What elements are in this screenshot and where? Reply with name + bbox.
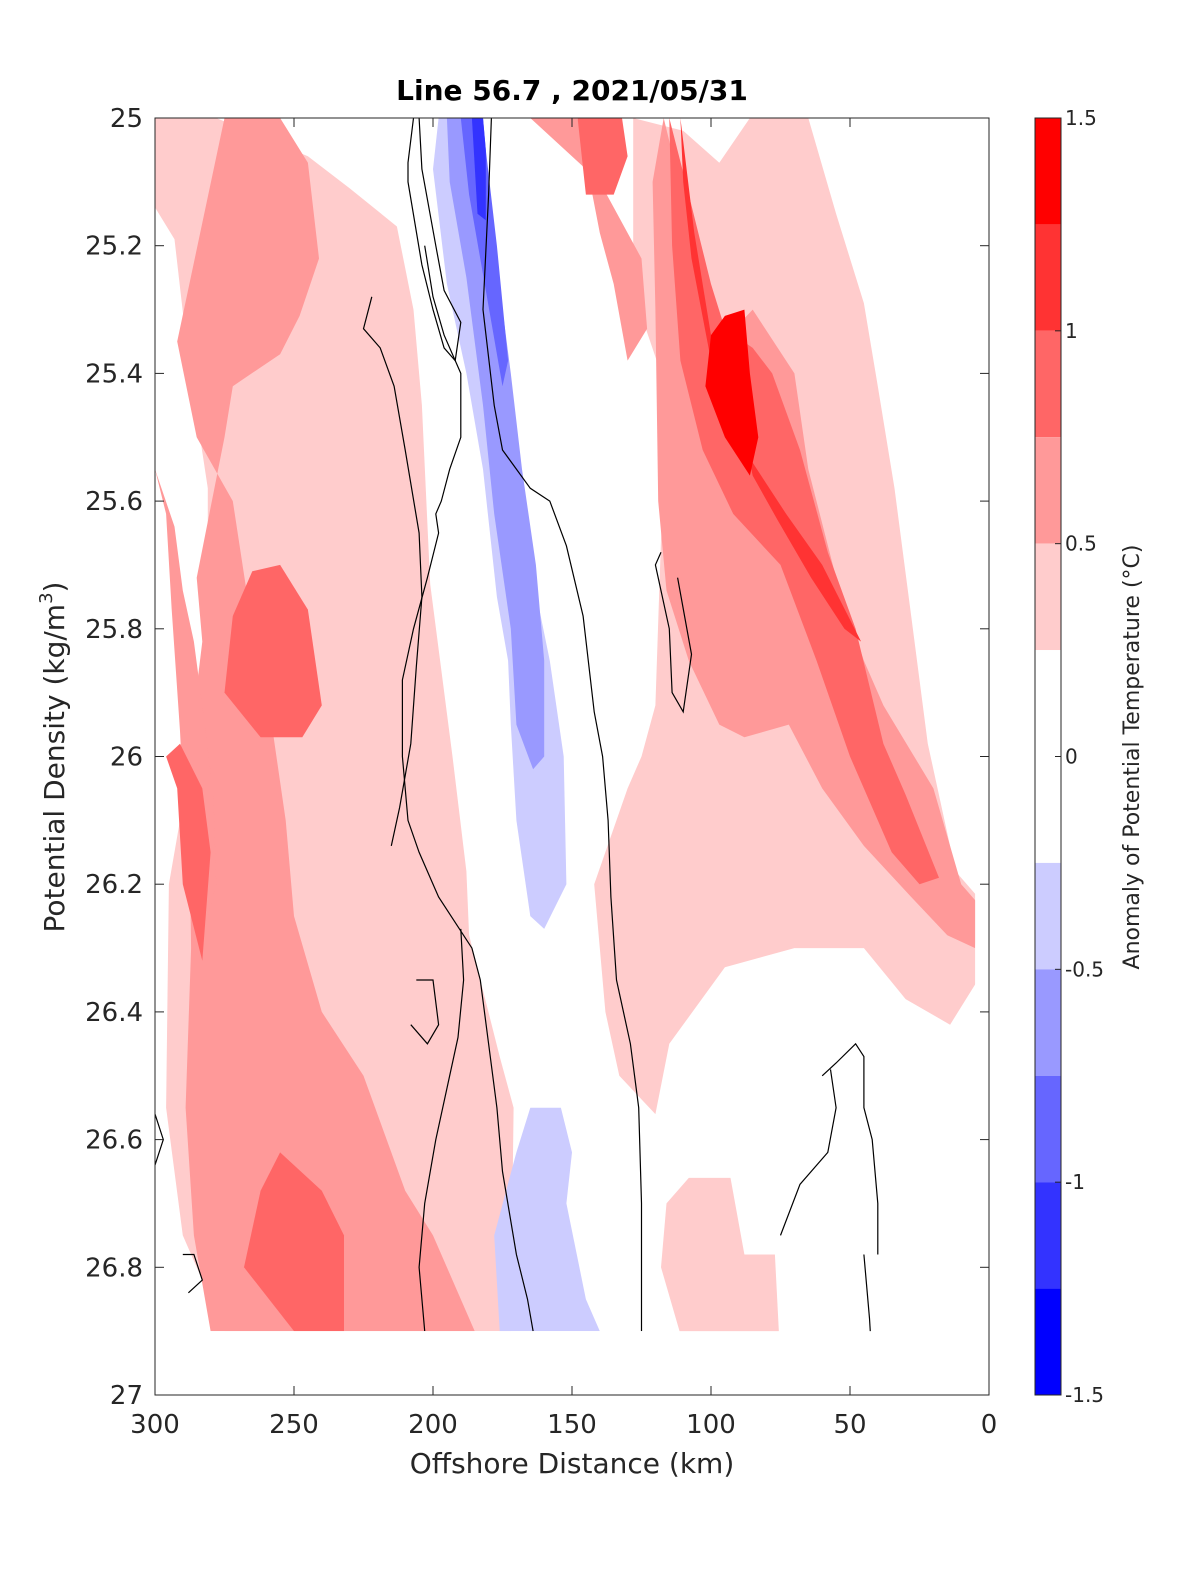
x-tick-label: 250 — [269, 1410, 319, 1440]
colorbar-tick-label: -0.5 — [1065, 957, 1104, 981]
colorbar-tick-label: 1 — [1065, 319, 1078, 343]
chart-title: Line 56.7 , 2021/05/31 — [396, 74, 748, 107]
colorbar-label: Anomaly of Potential Temperature (°C) — [1120, 545, 1145, 970]
contour-fills — [155, 118, 976, 1332]
zero-contour-line — [410, 979, 440, 1045]
x-tick-label: 200 — [408, 1410, 458, 1440]
contour-region-mid-red-west — [177, 118, 475, 1332]
y-tick-label: 26.6 — [85, 1126, 143, 1156]
contour-region-red-east-band — [669, 118, 939, 885]
colorbar-swatch — [1035, 862, 1061, 970]
zero-contour-line — [654, 551, 693, 714]
y-tick-label: 25.4 — [85, 359, 143, 389]
y-axis-label-sup: 3 — [36, 592, 57, 603]
zero-contour-line — [418, 928, 465, 1332]
x-tick-label: 300 — [130, 1410, 180, 1440]
y-tick-label: 26.2 — [85, 870, 143, 900]
zero-contour-line — [401, 245, 534, 1332]
contour-region-red-west-core — [224, 564, 322, 738]
zero-contour-line — [362, 296, 423, 847]
x-axis-label: Offshore Distance (km) — [410, 1447, 735, 1480]
contour-region-mid-red-low — [244, 1152, 344, 1332]
y-tick-label: 25.8 — [85, 615, 143, 645]
contour-region-pale-red-south — [661, 1177, 779, 1332]
colorbar-tick-label: 0 — [1065, 745, 1078, 769]
zero-contours — [155, 118, 879, 1332]
x-tick-label: 0 — [981, 1410, 998, 1440]
contour-region-blue-deep — [460, 118, 509, 387]
y-axis-label: Potential Density (kg/m3) — [36, 582, 71, 933]
colorbar: -1.5 -1 -0.5 0 0.5 1 1.5 — [1034, 106, 1104, 1407]
y-axis: 25 25.2 25.4 25.6 25.8 26 26.2 26.4 26.6 26.8 27 — [85, 104, 989, 1411]
zero-contour-line — [863, 1254, 871, 1332]
plot-area — [154, 117, 990, 1396]
y-tick-label: 27 — [110, 1381, 143, 1411]
y-axis-label-base: Potential Density (kg/m — [38, 604, 71, 933]
colorbar-swatch — [1035, 224, 1061, 331]
y-tick-label: 26.4 — [85, 998, 143, 1028]
colorbar-swatch — [1035, 330, 1061, 438]
colorbar-tick-label: -1.5 — [1065, 1383, 1104, 1407]
contour-region-mid-red-north — [530, 118, 648, 361]
x-tick-label: 50 — [833, 1410, 866, 1440]
x-tick-label: 150 — [547, 1410, 597, 1440]
zero-contour-line — [821, 1042, 879, 1255]
colorbar-tick-label: 1.5 — [1065, 106, 1097, 130]
contour-region-blue-core — [471, 118, 486, 221]
colorbar-swatch — [1035, 437, 1061, 544]
contour-region-blue-pale-low — [494, 1107, 600, 1332]
contour-region-red-coast-core — [166, 743, 211, 961]
x-tick-label: 100 — [686, 1410, 736, 1440]
colorbar-swatch — [1035, 1182, 1061, 1289]
zero-contour-line — [407, 118, 462, 362]
y-axis-label-end: ) — [38, 582, 71, 593]
y-tick-label: 26 — [110, 743, 143, 773]
colorbar-tick-label: -1 — [1065, 1170, 1085, 1194]
contour-region-red-core — [705, 309, 759, 476]
zero-contour-line — [182, 1253, 203, 1294]
y-tick-label: 26.8 — [85, 1253, 143, 1283]
colorbar-swatch — [1035, 1075, 1061, 1183]
y-tick-label: 25 — [110, 104, 143, 134]
colorbar-swatch — [1035, 969, 1061, 1076]
y-tick-label: 25.6 — [85, 487, 143, 517]
y-tick-label: 25.2 — [85, 232, 143, 262]
colorbar-swatch — [1035, 1288, 1061, 1395]
contour-region-red-east-north — [577, 118, 628, 195]
zero-contour-line — [482, 118, 643, 1332]
colorbar-swatch — [1035, 543, 1061, 651]
colorbar-swatch — [1035, 118, 1061, 225]
x-axis: 300 250 200 150 100 50 0 — [130, 118, 997, 1440]
contour-region-blue-mid — [446, 118, 545, 770]
zero-contour-line — [779, 1069, 837, 1236]
colorbar-tick-label: 0.5 — [1065, 532, 1097, 556]
